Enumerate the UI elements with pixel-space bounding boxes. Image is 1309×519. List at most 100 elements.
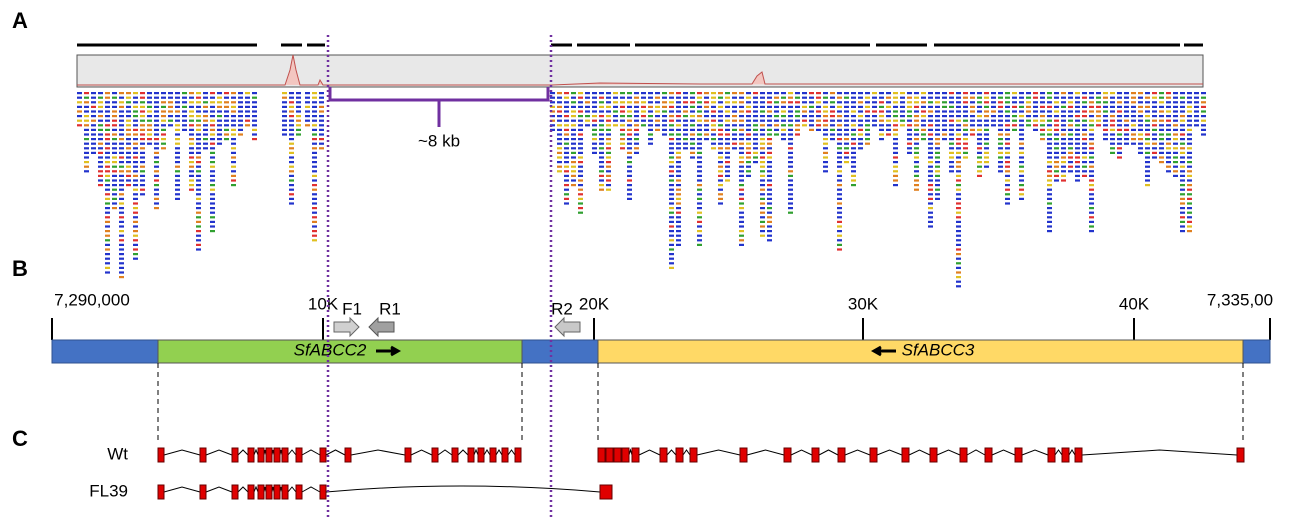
read xyxy=(669,221,674,223)
read xyxy=(105,212,110,214)
read xyxy=(1033,106,1038,108)
read xyxy=(851,115,856,117)
read xyxy=(1187,216,1192,218)
read xyxy=(648,106,653,108)
read xyxy=(760,115,765,117)
read xyxy=(203,133,208,135)
read xyxy=(627,175,632,177)
read xyxy=(1166,156,1171,158)
read xyxy=(942,129,947,131)
read xyxy=(998,143,1003,145)
read xyxy=(210,225,215,227)
read xyxy=(998,120,1003,122)
read xyxy=(210,216,215,218)
read xyxy=(725,143,730,145)
read xyxy=(767,106,772,108)
read xyxy=(1061,97,1066,99)
read xyxy=(851,138,856,140)
read xyxy=(802,92,807,94)
read xyxy=(175,92,180,94)
read xyxy=(851,143,856,145)
read xyxy=(1166,124,1171,126)
read xyxy=(224,124,229,126)
read xyxy=(1075,166,1080,168)
read xyxy=(830,97,835,99)
read xyxy=(1075,110,1080,112)
read xyxy=(98,92,103,94)
read xyxy=(823,129,828,131)
read xyxy=(1131,101,1136,103)
read xyxy=(203,101,208,103)
read xyxy=(175,179,180,181)
read xyxy=(578,92,583,94)
intron xyxy=(1022,450,1048,455)
read xyxy=(1124,133,1129,135)
read xyxy=(599,106,604,108)
read xyxy=(977,170,982,172)
read xyxy=(1187,110,1192,112)
read xyxy=(620,124,625,126)
read xyxy=(830,129,835,131)
read xyxy=(676,106,681,108)
read xyxy=(928,221,933,223)
read xyxy=(1152,129,1157,131)
read xyxy=(620,147,625,149)
read xyxy=(168,115,173,117)
read xyxy=(1089,207,1094,209)
read xyxy=(683,92,688,94)
read xyxy=(718,152,723,154)
read xyxy=(1187,97,1192,99)
read xyxy=(858,110,863,112)
primer-label: F1 xyxy=(342,299,362,318)
read xyxy=(189,170,194,172)
read xyxy=(1173,124,1178,126)
read xyxy=(956,161,961,163)
read xyxy=(627,170,632,172)
read xyxy=(112,202,117,204)
read xyxy=(105,92,110,94)
read xyxy=(1152,143,1157,145)
read xyxy=(1019,156,1024,158)
read xyxy=(1173,147,1178,149)
read xyxy=(119,193,124,195)
read xyxy=(1068,110,1073,112)
read xyxy=(168,124,173,126)
read xyxy=(1180,225,1185,227)
read xyxy=(984,92,989,94)
read xyxy=(914,101,919,103)
read xyxy=(112,106,117,108)
read xyxy=(312,166,317,168)
read xyxy=(224,120,229,122)
read xyxy=(1110,97,1115,99)
read xyxy=(564,170,569,172)
read xyxy=(1082,110,1087,112)
read xyxy=(1012,97,1017,99)
read xyxy=(154,92,159,94)
read xyxy=(147,97,152,99)
read xyxy=(312,147,317,149)
read xyxy=(823,115,828,117)
read xyxy=(1075,147,1080,149)
read xyxy=(1033,124,1038,126)
read xyxy=(977,175,982,177)
read xyxy=(837,97,842,99)
read xyxy=(669,202,674,204)
read xyxy=(296,92,301,94)
read xyxy=(312,152,317,154)
read xyxy=(935,92,940,94)
read xyxy=(809,101,814,103)
read xyxy=(816,124,821,126)
read xyxy=(634,120,639,122)
read xyxy=(928,115,933,117)
read xyxy=(210,156,215,158)
read xyxy=(942,115,947,117)
read xyxy=(676,193,681,195)
read xyxy=(928,92,933,94)
read xyxy=(161,97,166,99)
read xyxy=(1054,156,1059,158)
read xyxy=(1117,133,1122,135)
read xyxy=(795,106,800,108)
read xyxy=(112,97,117,99)
read xyxy=(126,161,131,163)
read xyxy=(133,253,138,255)
